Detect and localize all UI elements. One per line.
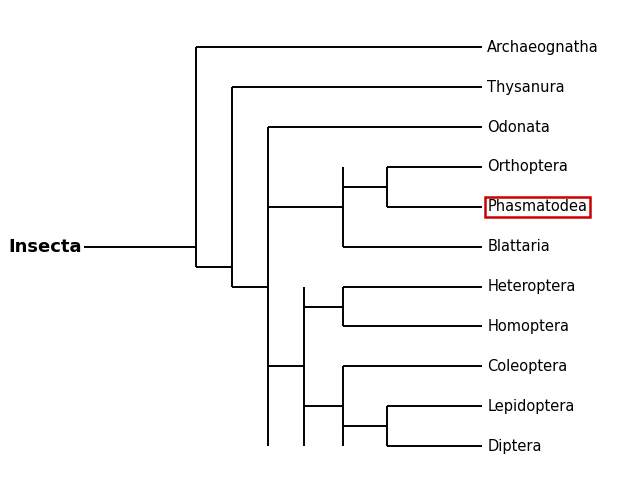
Text: Odonata: Odonata [487,120,550,134]
Text: Lepidoptera: Lepidoptera [487,399,575,414]
Text: Homoptera: Homoptera [487,319,569,334]
Text: Heteroptera: Heteroptera [487,279,575,294]
Text: Insecta: Insecta [9,238,82,256]
Text: Orthoptera: Orthoptera [487,159,568,174]
Text: Blattaria: Blattaria [487,239,550,254]
Text: Thysanura: Thysanura [487,80,565,95]
Text: Diptera: Diptera [487,439,542,454]
Text: Coleoptera: Coleoptera [487,359,567,374]
Text: Phasmatodea: Phasmatodea [487,199,587,215]
Text: Archaeognatha: Archaeognatha [487,40,599,55]
